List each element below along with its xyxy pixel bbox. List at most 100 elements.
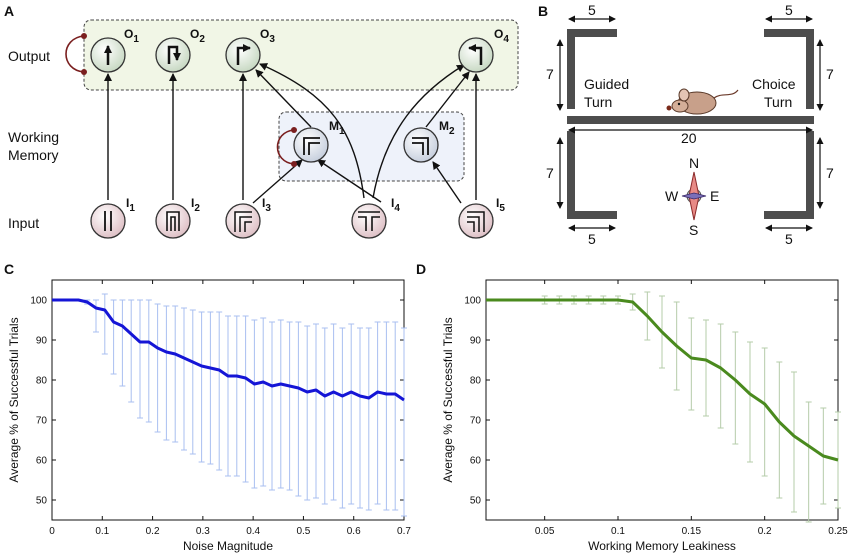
y-axis-label-d: Average % of Successful Trials <box>441 317 455 482</box>
dim-top-right: 5 <box>785 2 793 18</box>
panel-c-label: C <box>4 261 14 277</box>
chart-noise: 50 60 70 80 90 100 0 0.1 0.2 0.3 0.4 0.5 0.6 0.7 Noise… <box>7 279 411 553</box>
u-turn-icon <box>167 45 181 64</box>
node-i4: I4 <box>351 196 400 239</box>
edge-i4-o3 <box>259 63 365 199</box>
output-layer-box <box>83 19 519 91</box>
node-i1-label: I1 <box>126 196 135 214</box>
y-tick-label: 60 <box>470 456 482 467</box>
node-i5: I5 <box>458 196 505 239</box>
row-label-output: Output <box>8 48 50 64</box>
node-i2: I2 <box>155 196 200 239</box>
y-tick-label: 70 <box>36 416 48 427</box>
panel-c: C 50 60 70 80 90 100 0 0.1 0.2 0.3 0.4 0.5 0.6 0.7 Noi… <box>4 261 411 553</box>
edge-i5-m2 <box>432 161 462 204</box>
guided-label-line1: Guided <box>584 76 629 92</box>
y-tick-label: 90 <box>470 336 482 347</box>
node-i4-label: I4 <box>391 196 400 214</box>
row-label-working: Working <box>8 129 59 145</box>
node-o2-label: O2 <box>190 27 205 45</box>
x-tick-label: 0.2 <box>146 526 160 537</box>
row-label-input: Input <box>8 215 39 231</box>
node-i5-label: I5 <box>496 196 505 214</box>
node-i1: I1 <box>90 196 135 239</box>
turn-right-icon <box>236 44 251 65</box>
y-tick-label: 50 <box>470 496 482 507</box>
dead-end-icon <box>166 211 180 231</box>
y-tick-label: 60 <box>36 456 48 467</box>
x-tick-label: 0 <box>49 526 55 537</box>
t-junction-icon <box>358 211 380 231</box>
guided-label-line2: Turn <box>584 94 612 110</box>
compass-e: E <box>710 188 719 204</box>
x-axis-label-d: Working Memory Leakiness <box>588 539 736 553</box>
x-tick-label: 0.15 <box>682 526 702 537</box>
x-tick-label: 0.4 <box>246 526 260 537</box>
choice-label-line1: Choice <box>752 76 796 92</box>
y-tick-label: 50 <box>36 496 48 507</box>
edge-i4-m1 <box>317 159 382 203</box>
corridor-corner-icon <box>234 211 252 232</box>
dim-bottom-left: 5 <box>588 231 596 247</box>
node-m2-label: M2 <box>439 119 455 137</box>
node-o3-label: O3 <box>260 27 275 45</box>
dim-right-lower: 7 <box>826 165 834 181</box>
y-tick-label: 70 <box>470 416 482 427</box>
x-tick-label: 0.5 <box>296 526 310 537</box>
node-i3-label: I3 <box>262 196 271 214</box>
dim-bottom-right: 5 <box>785 231 793 247</box>
dim-top-left: 5 <box>588 2 596 18</box>
edge-i4-m1-to-o4 <box>372 64 465 199</box>
series-line-d <box>486 298 839 462</box>
panel-b-label: B <box>538 3 548 19</box>
connections <box>104 63 480 204</box>
node-o1: O1 <box>90 27 139 73</box>
x-tick-label: 0.7 <box>397 526 411 537</box>
node-m1-label: M1 <box>329 119 345 137</box>
dim-left-lower: 7 <box>546 165 554 181</box>
corner-right-icon <box>412 137 429 155</box>
compass-icon: N S E W <box>665 155 719 238</box>
edge-i3-m1 <box>252 159 303 204</box>
y-tick-label: 90 <box>36 336 48 347</box>
compass-w: W <box>665 188 679 204</box>
maze-walls <box>567 29 814 219</box>
dim-center: 20 <box>681 130 697 146</box>
edge-m1-o3 <box>255 69 312 128</box>
node-i2-label: I2 <box>191 196 200 214</box>
y-tick-label: 100 <box>464 296 481 307</box>
corridor-straight-icon <box>104 211 112 231</box>
dim-left-upper: 7 <box>546 66 554 82</box>
y-tick-label: 80 <box>470 376 482 387</box>
dimension-arrows <box>556 15 824 232</box>
node-o3: O3 <box>225 27 275 73</box>
panel-d: D 50 60 70 80 90 100 0.05 0.1 0.15 0.2 0.25 Working… <box>416 261 848 553</box>
node-o4: O4 <box>458 27 509 73</box>
node-o2: O2 <box>155 27 205 73</box>
corridor-corner-right-icon <box>467 211 485 232</box>
corner-left-icon <box>303 137 320 155</box>
turn-left-icon <box>468 44 483 65</box>
choice-label-line2: Turn <box>764 94 792 110</box>
y-tick-label: 100 <box>30 296 47 307</box>
node-i3: I3 <box>225 196 271 239</box>
x-tick-label: 0.1 <box>611 526 625 537</box>
mouse-icon <box>666 88 739 115</box>
node-m2: M2 <box>403 119 455 163</box>
x-tick-label: 0.2 <box>758 526 772 537</box>
compass-s: S <box>689 222 698 238</box>
inhibition-memory <box>276 127 297 167</box>
x-tick-label: 0.3 <box>196 526 210 537</box>
panel-d-label: D <box>416 261 426 277</box>
node-m1: M1 <box>293 119 345 163</box>
inhibition-output <box>65 33 87 75</box>
dim-right-upper: 7 <box>826 66 834 82</box>
panel-a-label: A <box>4 3 14 19</box>
x-tick-label: 0.25 <box>828 526 848 537</box>
panel-b: B 5 5 7 7 20 7 7 5 <box>538 2 834 247</box>
x-tick-label: 0.6 <box>347 526 361 537</box>
x-tick-label: 0.05 <box>535 526 555 537</box>
series-line-c <box>52 298 405 402</box>
node-o4-label: O4 <box>494 27 509 45</box>
